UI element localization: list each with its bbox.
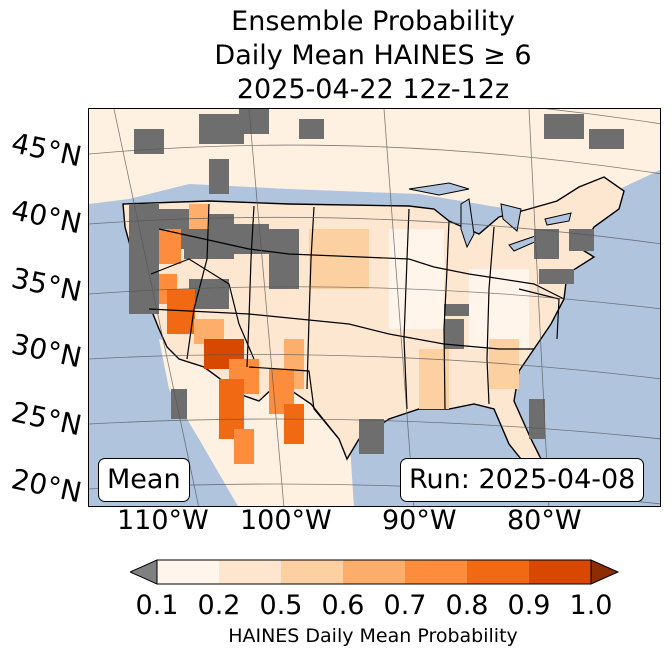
run-date-label: Run: 2025-04-08: [400, 458, 645, 502]
colorbar-bin-1: [157, 560, 219, 584]
colorbar-bin-4: [343, 560, 405, 584]
map-panel: [88, 108, 661, 507]
latitude-label-30: 30°N: [8, 327, 85, 375]
colorbar-tick-0.1: 0.1: [135, 590, 179, 621]
latitude-label-20: 20°N: [8, 462, 85, 510]
colorbar: [130, 559, 620, 585]
lake-ontario: [544, 212, 572, 226]
lake-huron: [500, 203, 522, 232]
colorbar-tick-0.6: 0.6: [321, 590, 365, 621]
latitude-label-35: 35°N: [8, 261, 85, 309]
colorbar-tick-0.8: 0.8: [445, 590, 489, 621]
colorbar-outline: [156, 559, 592, 585]
longitude-label-90: 90°W: [382, 505, 457, 536]
lake-superior: [408, 182, 470, 196]
longitude-label-110: 110°W: [117, 505, 209, 536]
map-svg: [89, 109, 660, 506]
state-boundaries: [148, 203, 565, 440]
probability-shading: [159, 204, 529, 464]
longitude-label-80: 80°W: [507, 505, 582, 536]
latitude-label-45: 45°N: [8, 126, 85, 174]
colorbar-bin-6: [467, 560, 529, 584]
lake-michigan: [460, 198, 475, 249]
colorbar-tick-1.0: 1.0: [569, 590, 613, 621]
title-line-2: Daily Mean HAINES ≥ 6: [214, 40, 532, 71]
mexico-land: [159, 339, 354, 506]
latitude-label-40: 40°N: [8, 193, 85, 241]
colorbar-tick-0.5: 0.5: [259, 590, 303, 621]
colorbar-under-arrow: [130, 559, 158, 585]
mean-label: Mean: [98, 458, 190, 502]
colorbar-bin-3: [281, 560, 343, 584]
colorbar-bin-7: [529, 560, 591, 584]
colorbar-tick-0.7: 0.7: [383, 590, 427, 621]
colorbar-label: HAINES Daily Mean Probability: [228, 625, 518, 647]
latitude-label-25: 25°N: [8, 395, 85, 443]
title-line-1: Ensemble Probability: [231, 6, 515, 37]
colorbar-over-arrow: [590, 559, 620, 585]
longitude-label-100: 100°W: [240, 505, 332, 536]
colorbar-tick-0.2: 0.2: [197, 590, 241, 621]
colorbar-bin-5: [405, 560, 467, 584]
colorbar-tick-0.9: 0.9: [507, 590, 551, 621]
colorbar-bin-2: [219, 560, 281, 584]
title-line-3: 2025-04-22 12z-12z: [236, 74, 510, 105]
